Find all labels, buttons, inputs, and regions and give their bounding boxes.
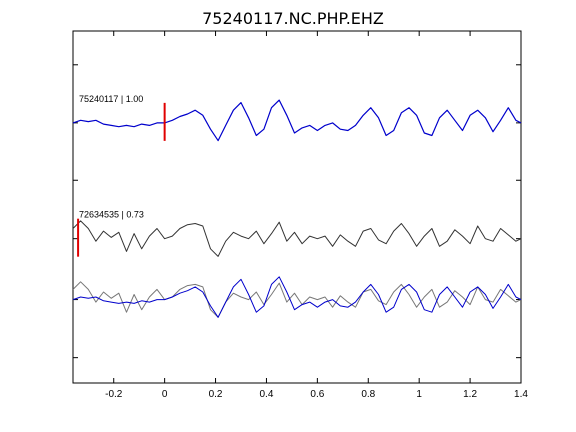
x-tick-label: 1.2 [463, 389, 477, 400]
x-tick-label: 0.6 [310, 389, 324, 400]
x-tick-label: -0.2 [105, 389, 123, 400]
chart-title: 75240117.NC.PHP.EHZ [202, 9, 384, 28]
trace-labels: 75240117 | 1.00 72634535 | 0.73 [79, 94, 144, 220]
traces [72, 99, 522, 318]
series-line-72634535-overlay [72, 281, 522, 318]
x-tick-label: 1.4 [514, 389, 528, 400]
plot-frame [72, 30, 522, 384]
trace-label: 75240117 | 1.00 [79, 94, 143, 104]
series-line-75240117-overlay [72, 276, 522, 318]
axis-ticks: -0.2 0 0.2 0.4 0.6 0.8 1 1.2 1.4 [73, 31, 528, 400]
trace-label: 72634535 | 0.73 [79, 210, 144, 220]
x-tick-label: 0.8 [361, 389, 375, 400]
pick-markers [77, 102, 166, 257]
series-line-72634535 [72, 220, 522, 257]
x-tick-label: 1 [416, 389, 422, 400]
x-tick-label: 0.4 [260, 389, 274, 400]
x-tick-label: 0.2 [209, 389, 223, 400]
series-line-75240117 [72, 99, 522, 142]
x-tick-label: 0 [162, 389, 168, 400]
